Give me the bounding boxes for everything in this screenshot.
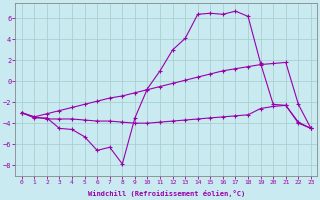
X-axis label: Windchill (Refroidissement éolien,°C): Windchill (Refroidissement éolien,°C)	[88, 190, 245, 197]
